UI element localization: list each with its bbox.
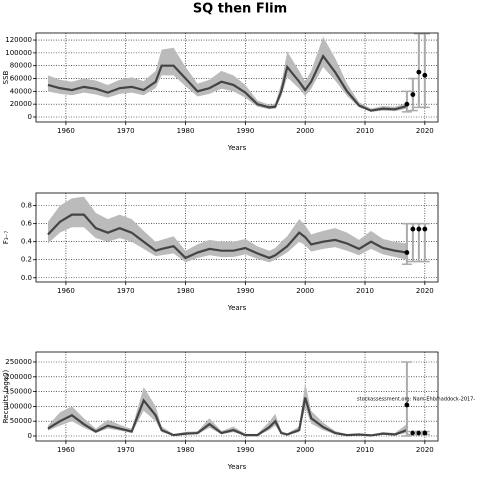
forecast-point — [404, 402, 410, 408]
x-axis-label: Years — [227, 463, 247, 471]
figure-title: SQ then Flim — [193, 2, 287, 17]
confidence-band — [47, 36, 407, 112]
x-tick-label: 2000 — [296, 446, 314, 454]
x-tick-label: 1960 — [57, 127, 75, 135]
forecast-point — [416, 226, 422, 232]
x-tick-label: 1990 — [236, 127, 254, 135]
y-axis-label: SSB — [2, 70, 10, 84]
x-tick-label: 2010 — [356, 446, 374, 454]
x-tick-label: 2000 — [296, 287, 314, 295]
x-tick-label: 1980 — [177, 287, 195, 295]
forecast-point — [404, 101, 410, 107]
y-tick-label: 40000 — [10, 87, 32, 95]
x-tick-label: 2020 — [416, 127, 434, 135]
x-tick-label: 1980 — [177, 446, 195, 454]
y-tick-label: 20000 — [10, 100, 32, 108]
forecast-point — [422, 430, 428, 436]
x-tick-label: 2010 — [356, 127, 374, 135]
y-tick-label: 250000 — [5, 358, 32, 366]
estimate-line — [47, 53, 408, 112]
y-tick-label: 150000 — [5, 388, 32, 396]
y-tick-label: 100000 — [5, 49, 32, 57]
x-tick-label: 1970 — [117, 127, 135, 135]
x-tick-label: 2000 — [296, 127, 314, 135]
forecast-point — [422, 226, 428, 232]
y-tick-label: 0 — [28, 432, 32, 440]
forecast-point — [422, 72, 428, 78]
plot-frame — [35, 351, 439, 442]
forecast-point — [410, 92, 416, 97]
y-tick-label: 200000 — [5, 373, 32, 381]
y-axis-label: F₃₋₇ — [2, 231, 10, 245]
estimate-line — [47, 397, 408, 437]
y-tick-label: 60000 — [10, 75, 32, 83]
forecast-point — [404, 250, 410, 255]
y-tick-label: 0.8 — [21, 202, 32, 210]
x-tick-label: 2010 — [356, 287, 374, 295]
x-tick-label: 1990 — [236, 446, 254, 454]
y-tick-label: 100000 — [5, 402, 32, 410]
x-axis-label: Years — [227, 304, 247, 312]
x-tick-label: 1990 — [236, 287, 254, 295]
y-tick-label: 0.6 — [21, 220, 33, 228]
forecast-point — [410, 226, 416, 232]
x-axis-label: Years — [227, 144, 247, 152]
y-tick-label: 120000 — [5, 36, 32, 44]
plot-frame — [35, 192, 439, 283]
x-tick-label: 1970 — [117, 287, 135, 295]
y-tick-label: 0.4 — [21, 238, 33, 246]
confidence-band — [47, 196, 407, 263]
y-tick-label: 80000 — [10, 62, 32, 70]
y-tick-label: 0.2 — [21, 256, 32, 264]
y-tick-label: 0.0 — [21, 274, 32, 282]
x-tick-label: 1960 — [57, 287, 75, 295]
x-tick-label: 1980 — [177, 127, 195, 135]
y-tick-label: 50000 — [10, 417, 32, 425]
plot-frame — [35, 32, 439, 123]
x-tick-label: 1960 — [57, 446, 75, 454]
x-tick-label: 2020 — [416, 446, 434, 454]
forecast-point — [416, 69, 422, 75]
x-tick-label: 1970 — [117, 446, 135, 454]
x-tick-label: 2020 — [416, 287, 434, 295]
estimate-line — [47, 213, 408, 260]
y-tick-label: 0 — [28, 113, 32, 121]
y-axis-label: Recruits (age0) — [2, 369, 10, 423]
annotation: stockassessment.org: Nam-Ehb/haddock-201… — [357, 397, 475, 403]
